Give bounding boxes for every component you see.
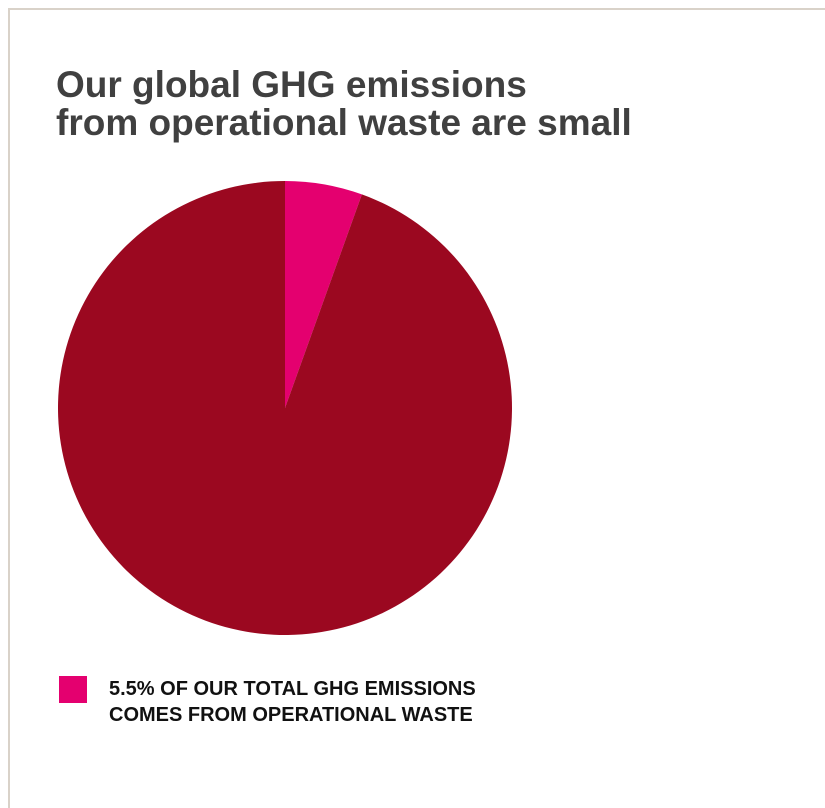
pie-slice-operational-waste (285, 181, 362, 408)
legend: 5.5% OF OUR TOTAL GHG EMISSIONS COMES FR… (59, 676, 476, 728)
chart-frame (8, 8, 825, 808)
legend-label-line-1: 5.5% OF OUR TOTAL GHG EMISSIONS (109, 678, 476, 700)
legend-label-line-2: COMES FROM OPERATIONAL WASTE (109, 704, 473, 726)
legend-label: 5.5% OF OUR TOTAL GHG EMISSIONS COMES FR… (109, 676, 476, 728)
pie-slices (57, 181, 513, 635)
legend-swatch (59, 676, 87, 703)
pie-chart (57, 181, 513, 635)
pie-slice-other (57, 181, 513, 635)
chart-title-line-1: Our global GHG emissions (56, 64, 527, 105)
chart-title-line-2: from operational waste are small (56, 102, 632, 143)
chart-title: Our global GHG emissions from operationa… (56, 66, 632, 142)
